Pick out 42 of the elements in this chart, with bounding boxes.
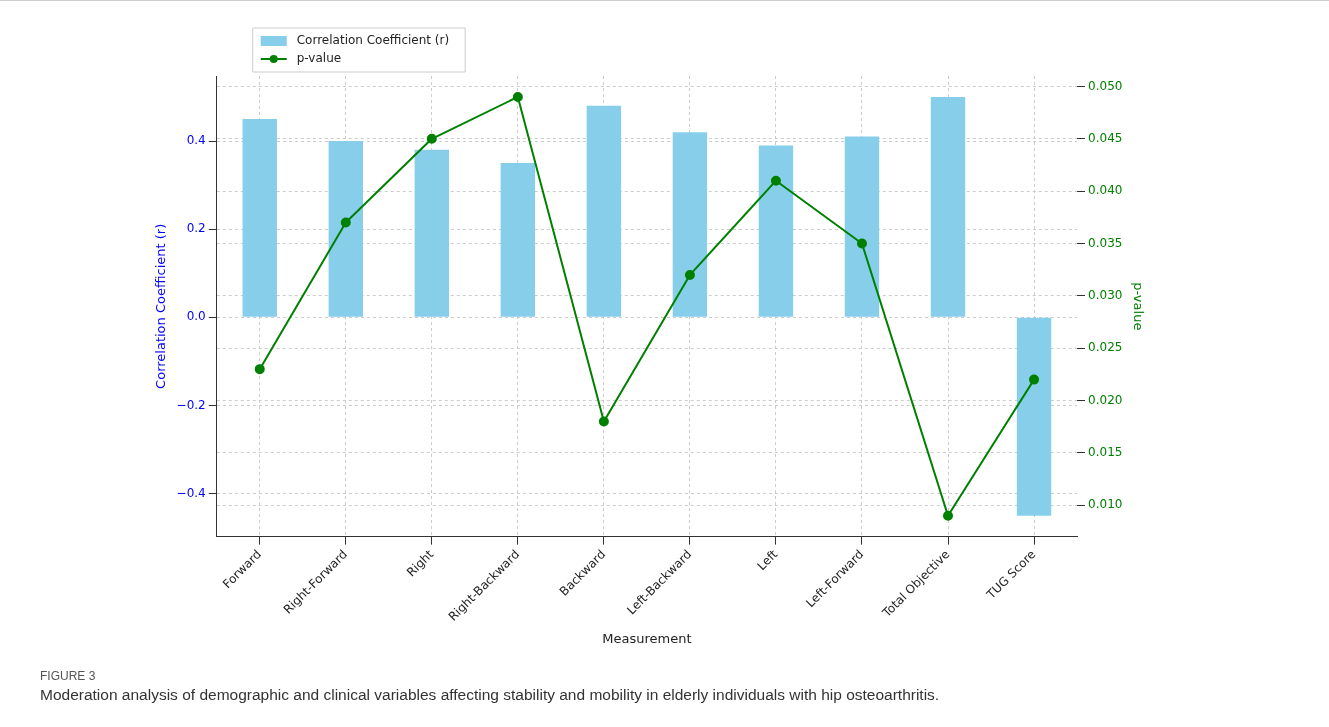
point	[684, 269, 695, 280]
y-tick-label: 0.2	[186, 221, 206, 236]
point	[254, 364, 265, 375]
y2-axis-title: p-value	[1130, 282, 1146, 331]
y2-tick-label: 0.010	[1088, 497, 1123, 512]
y-axis-title: Correlation Coefficient (r)	[153, 223, 169, 389]
y2-tick-label: 0.020	[1088, 392, 1123, 407]
point	[1029, 374, 1040, 385]
bar	[500, 163, 536, 317]
bar	[328, 141, 363, 317]
point	[770, 175, 781, 186]
caption: FIGURE 3	[40, 669, 97, 683]
x-tick-label: Left	[754, 546, 781, 574]
bar	[672, 132, 708, 317]
point	[856, 238, 867, 249]
point	[598, 416, 609, 427]
text: Moderation analysis of demographic and clinical variables affecting stability and mobility in elderly individuals with hip osteoarthritis.	[40, 686, 940, 704]
bar	[930, 96, 966, 317]
y2-tick-label: 0.015	[1088, 445, 1123, 460]
y-tick-label: 0.4	[186, 133, 206, 148]
point	[512, 91, 523, 102]
y2-tick-label: 0.025	[1088, 340, 1123, 355]
y2-tick-label: 0.040	[1088, 183, 1123, 198]
legend-label: p-value	[296, 51, 342, 66]
y2-tick-label: 0.035	[1088, 235, 1123, 250]
bar	[1016, 317, 1052, 516]
point	[426, 133, 437, 144]
y2-tick-label: 0.050	[1088, 78, 1123, 93]
bar	[844, 136, 880, 317]
y-tick-label: −0.4	[176, 485, 206, 500]
x-axis-title: Measurement	[602, 630, 692, 646]
y-tick-label: −0.2	[176, 397, 206, 412]
point	[340, 217, 351, 228]
y2-tick-label: 0.045	[1088, 130, 1123, 145]
y-tick-label: 0.0	[186, 309, 206, 324]
y2-tick-label: 0.030	[1088, 287, 1123, 302]
bar	[242, 118, 277, 317]
bar	[758, 145, 794, 317]
point	[943, 510, 953, 521]
bar	[586, 105, 622, 317]
legend-label: Correlation Coefficient (r)	[296, 33, 450, 48]
bar	[414, 149, 450, 317]
